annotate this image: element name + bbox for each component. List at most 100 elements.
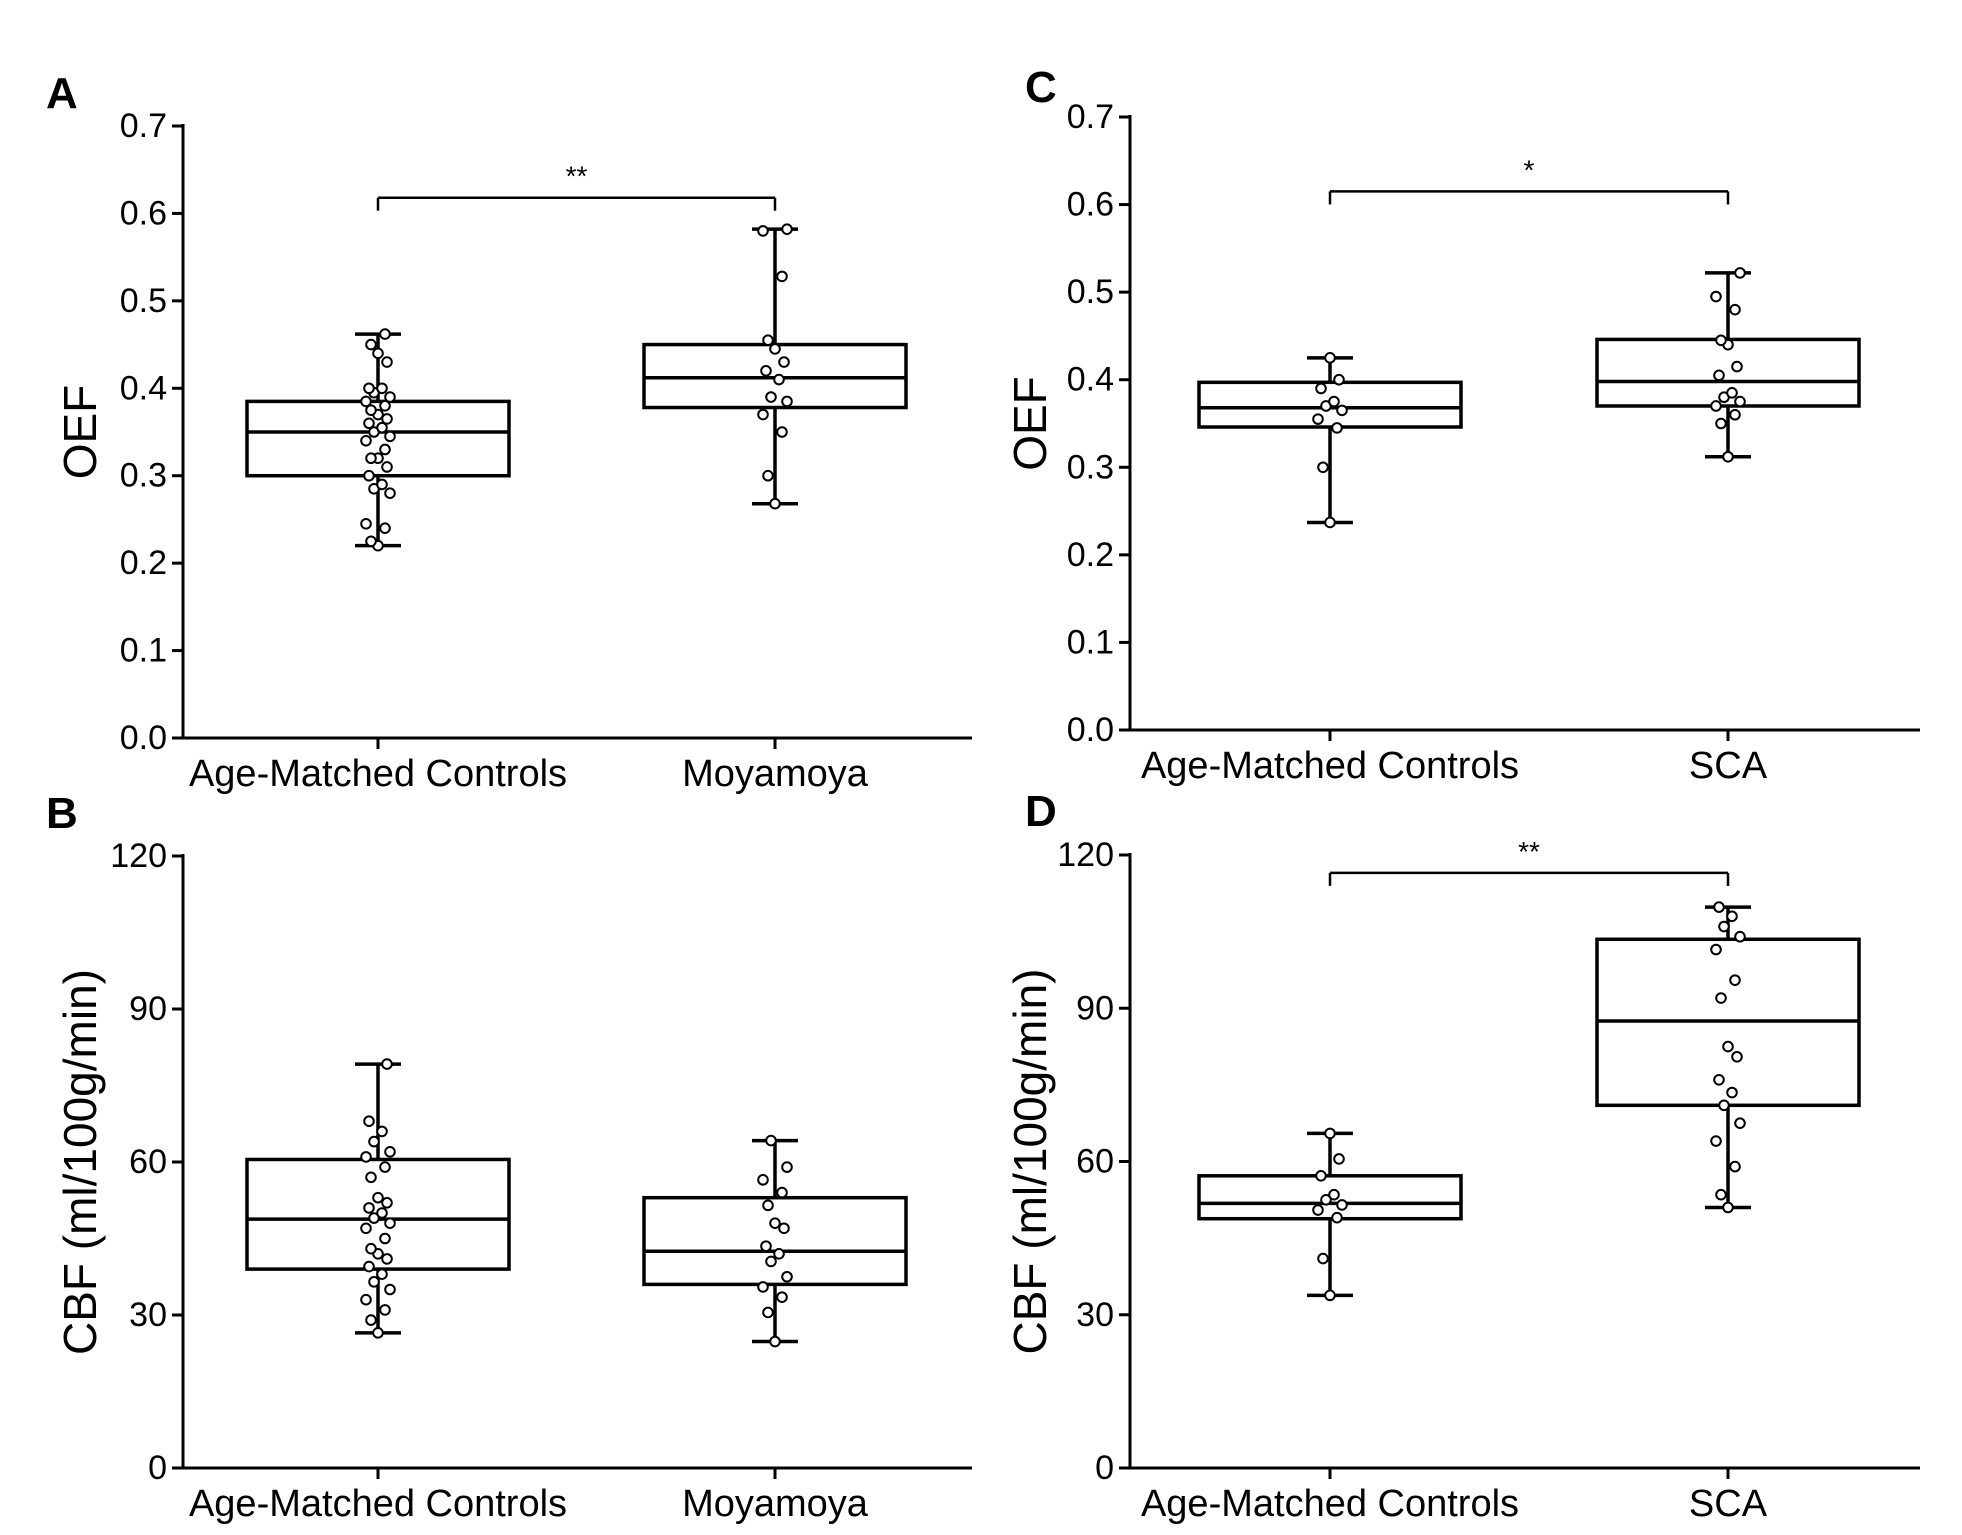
significance-label: ** bbox=[1518, 836, 1540, 867]
data-point bbox=[781, 1270, 793, 1283]
data-point bbox=[1734, 267, 1746, 279]
y-tick-label: 0.4 bbox=[120, 369, 167, 407]
data-point bbox=[776, 426, 788, 438]
data-point bbox=[363, 1260, 375, 1273]
significance-label: ** bbox=[566, 161, 588, 192]
data-point bbox=[381, 1253, 393, 1265]
data-point bbox=[360, 1151, 372, 1163]
data-point bbox=[379, 1161, 391, 1173]
y-tick-label: 90 bbox=[1076, 989, 1114, 1027]
data-point bbox=[363, 382, 375, 395]
data-point bbox=[762, 1199, 774, 1212]
data-point bbox=[757, 1174, 769, 1186]
data-point bbox=[1324, 1127, 1336, 1140]
data-point bbox=[1331, 422, 1343, 434]
x-category-label: Age-Matched Controls bbox=[1141, 745, 1519, 787]
y-axis-title: OEF bbox=[54, 385, 106, 480]
data-point bbox=[1315, 1170, 1327, 1182]
box-iqr bbox=[245, 1157, 511, 1271]
y-tick-label: 0.7 bbox=[1067, 98, 1114, 136]
box-iqr bbox=[1197, 1174, 1463, 1221]
data-point bbox=[776, 1186, 788, 1199]
data-point bbox=[776, 270, 788, 283]
y-tick-label: 60 bbox=[129, 1143, 167, 1181]
data-point bbox=[381, 356, 393, 368]
data-point bbox=[379, 443, 391, 456]
data-point bbox=[1320, 1194, 1332, 1206]
data-point bbox=[1713, 1073, 1725, 1086]
data-point bbox=[384, 430, 396, 443]
y-tick-label: 0.3 bbox=[120, 457, 167, 495]
data-point bbox=[360, 434, 372, 447]
data-point bbox=[1317, 461, 1329, 474]
data-point bbox=[1715, 992, 1727, 1004]
data-point bbox=[365, 452, 377, 465]
data-point bbox=[365, 1314, 377, 1326]
data-point bbox=[757, 1281, 769, 1293]
data-point bbox=[381, 461, 393, 473]
data-point bbox=[1729, 408, 1741, 421]
data-point bbox=[376, 421, 388, 434]
data-point bbox=[372, 347, 384, 360]
data-point bbox=[360, 395, 372, 408]
data-point bbox=[384, 1283, 396, 1296]
x-category-label: SCA bbox=[1689, 1483, 1768, 1525]
data-point bbox=[379, 328, 391, 340]
data-point bbox=[363, 1202, 375, 1214]
data-point bbox=[381, 1197, 393, 1209]
y-tick-label: 0.7 bbox=[120, 107, 167, 145]
data-point bbox=[1729, 1160, 1741, 1173]
data-point bbox=[1713, 901, 1725, 913]
data-point bbox=[1722, 450, 1734, 463]
data-point bbox=[1726, 387, 1738, 399]
x-category-label: Moyamoya bbox=[682, 1483, 869, 1525]
panel-a: A OEF 0.0 0.1 0.2 0.3 0.4 0.5 0.6 0.7 Age-Matched … bbox=[46, 69, 972, 795]
y-tick-label: 90 bbox=[129, 990, 167, 1028]
data-point bbox=[1324, 516, 1336, 529]
y-tick-label: 0.0 bbox=[120, 719, 167, 757]
data-point bbox=[1710, 943, 1722, 956]
data-point bbox=[1726, 1086, 1738, 1099]
y-tick-label: 0.5 bbox=[1067, 273, 1114, 311]
y-tick-label: 0.6 bbox=[120, 194, 167, 232]
data-point bbox=[376, 1207, 388, 1219]
y-tick-label: 0.1 bbox=[1067, 623, 1114, 661]
data-point bbox=[365, 535, 377, 548]
data-point bbox=[368, 1212, 380, 1224]
data-point bbox=[778, 1222, 790, 1235]
data-point bbox=[760, 1240, 772, 1252]
y-tick-label: 0.2 bbox=[1067, 536, 1114, 574]
data-point bbox=[365, 338, 377, 351]
box-patients bbox=[642, 1134, 908, 1348]
data-point bbox=[778, 356, 790, 368]
data-point bbox=[1734, 395, 1746, 408]
data-point bbox=[376, 478, 388, 491]
data-point bbox=[1718, 1099, 1730, 1112]
data-point bbox=[769, 1335, 781, 1348]
data-point bbox=[368, 1276, 380, 1288]
data-point bbox=[1715, 1188, 1727, 1201]
box-controls bbox=[245, 328, 511, 552]
y-tick-label: 0.4 bbox=[1067, 361, 1114, 399]
y-tick-label: 0.3 bbox=[1067, 448, 1114, 486]
y-axis-title: CBF (ml/100g/min) bbox=[54, 969, 106, 1355]
data-point bbox=[1312, 413, 1324, 425]
panel-d: D CBF (ml/100g/min) 0 30 60 90 120 Age-Matched … bbox=[1004, 787, 1920, 1525]
data-point bbox=[376, 1268, 388, 1280]
y-tick-label: 0 bbox=[148, 1449, 167, 1487]
data-point bbox=[1713, 369, 1725, 382]
y-tick-label: 0.6 bbox=[1067, 186, 1114, 224]
data-point bbox=[379, 399, 391, 412]
data-point bbox=[1710, 400, 1722, 412]
data-point bbox=[769, 1217, 781, 1229]
panel-letter: D bbox=[1025, 787, 1057, 836]
data-point bbox=[360, 1293, 372, 1306]
data-point bbox=[1317, 1252, 1329, 1265]
data-point bbox=[1333, 1153, 1345, 1165]
significance-bracket: * bbox=[1328, 154, 1730, 205]
data-point bbox=[1333, 373, 1345, 386]
data-point bbox=[381, 1058, 393, 1070]
data-point bbox=[1710, 1135, 1722, 1147]
data-point bbox=[379, 1304, 391, 1316]
data-point bbox=[372, 1327, 384, 1339]
